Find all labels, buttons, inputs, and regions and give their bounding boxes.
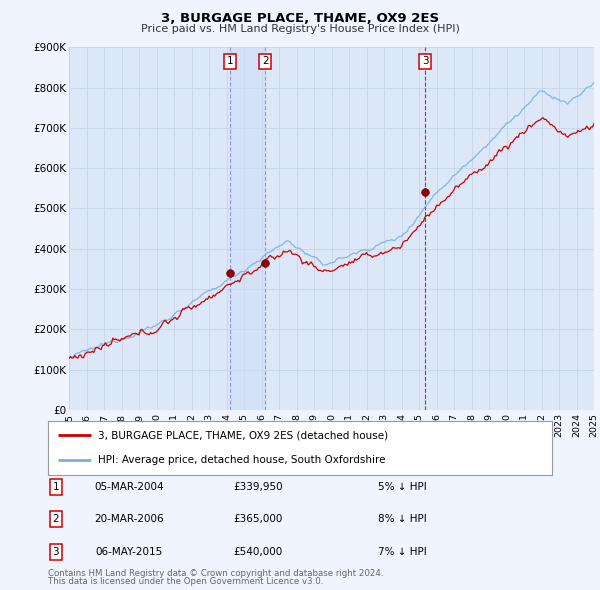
Bar bbox=[230, 47, 265, 410]
Text: 3: 3 bbox=[422, 56, 428, 66]
Text: £365,000: £365,000 bbox=[233, 514, 283, 524]
Text: Contains HM Land Registry data © Crown copyright and database right 2024.: Contains HM Land Registry data © Crown c… bbox=[48, 569, 383, 578]
Text: 5% ↓ HPI: 5% ↓ HPI bbox=[378, 482, 427, 491]
Text: 8% ↓ HPI: 8% ↓ HPI bbox=[378, 514, 427, 524]
Text: Price paid vs. HM Land Registry's House Price Index (HPI): Price paid vs. HM Land Registry's House … bbox=[140, 24, 460, 34]
Text: £540,000: £540,000 bbox=[233, 547, 283, 556]
Text: 06-MAY-2015: 06-MAY-2015 bbox=[95, 547, 163, 556]
Text: 3, BURGAGE PLACE, THAME, OX9 2ES (detached house): 3, BURGAGE PLACE, THAME, OX9 2ES (detach… bbox=[98, 430, 389, 440]
Text: 3: 3 bbox=[52, 547, 59, 556]
Text: 05-MAR-2004: 05-MAR-2004 bbox=[94, 482, 164, 491]
Text: 1: 1 bbox=[52, 482, 59, 491]
Text: This data is licensed under the Open Government Licence v3.0.: This data is licensed under the Open Gov… bbox=[48, 577, 323, 586]
Text: 20-MAR-2006: 20-MAR-2006 bbox=[94, 514, 164, 524]
Text: 7% ↓ HPI: 7% ↓ HPI bbox=[378, 547, 427, 556]
Text: 1: 1 bbox=[226, 56, 233, 66]
Text: 2: 2 bbox=[52, 514, 59, 524]
Text: 3, BURGAGE PLACE, THAME, OX9 2ES: 3, BURGAGE PLACE, THAME, OX9 2ES bbox=[161, 12, 439, 25]
Text: £339,950: £339,950 bbox=[233, 482, 283, 491]
Text: 2: 2 bbox=[262, 56, 269, 66]
Text: HPI: Average price, detached house, South Oxfordshire: HPI: Average price, detached house, Sout… bbox=[98, 455, 386, 466]
